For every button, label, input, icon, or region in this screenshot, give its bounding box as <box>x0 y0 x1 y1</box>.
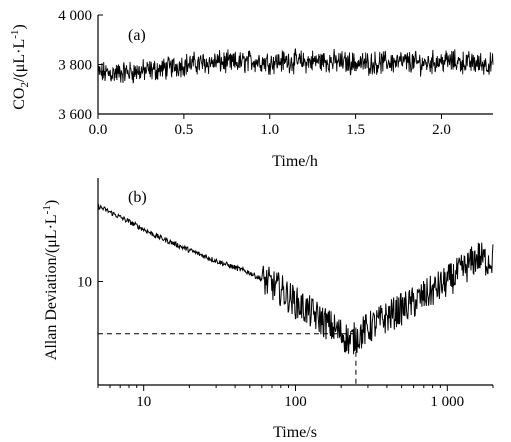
panel-b-x-axis-label: Time/s <box>273 424 317 441</box>
panel-a-ylabel-sup: -1 <box>9 30 21 39</box>
panel-b-ylabel-close: ) <box>43 200 60 205</box>
panel-a-y-tick-label: 3 800 <box>58 58 92 74</box>
panel-b-y-axis-label: Allan Deviation/(μL·L-1) <box>41 200 60 360</box>
panel-b-allan-deviation-line <box>97 203 494 355</box>
panel-b-ylabel-sup: -1 <box>41 205 53 214</box>
panel-b-ylabel-main: Allan Deviation/(μL·L <box>43 214 60 360</box>
panel-a-y-axis-label: CO2/(μL·L-1) <box>9 24 31 109</box>
panel-a-x-tick-label: 1.0 <box>260 122 279 138</box>
panel-a: 3 600 3 800 4 000 0.0 0.5 1.0 1.5 2.0 (a) Time/… <box>9 8 494 170</box>
panel-a-ylabel-sub: 2 <box>19 82 31 88</box>
panel-b: 10 100 1 000 10 (b) Time/s Allan Deviation/… <box>41 178 494 441</box>
panel-a-y-tick-label: 3 600 <box>58 107 92 123</box>
panel-a-ylabel-main: CO <box>11 88 28 110</box>
panel-a-x-tick-label: 1.5 <box>346 122 365 138</box>
panel-a-ylabel-close: ) <box>11 24 28 29</box>
panel-b-label: (b) <box>128 189 147 206</box>
panel-b-plot-area: 10 100 1 000 10 <box>77 178 494 410</box>
panel-b-y-tick-label: 10 <box>77 275 92 291</box>
panel-a-label: (a) <box>128 27 146 44</box>
panel-b-x-tick-label: 100 <box>284 394 307 410</box>
panel-a-y-tick-label: 4 000 <box>58 8 92 24</box>
panel-a-plot-area: 3 600 3 800 4 000 0.0 0.5 1.0 1.5 2.0 <box>58 8 494 138</box>
panel-a-ylabel-tail: /(μL·L <box>11 39 28 82</box>
panel-a-co2-series-line <box>97 48 494 84</box>
panel-a-x-axis-label: Time/h <box>272 153 318 170</box>
panel-b-x-tick-label: 10 <box>136 394 151 410</box>
panel-a-x-tick-label: 0.5 <box>174 122 193 138</box>
panel-b-x-tick-label: 1 000 <box>430 394 464 410</box>
panel-a-x-tick-label: 0.0 <box>89 122 108 138</box>
panel-a-x-tick-label: 2.0 <box>432 122 451 138</box>
